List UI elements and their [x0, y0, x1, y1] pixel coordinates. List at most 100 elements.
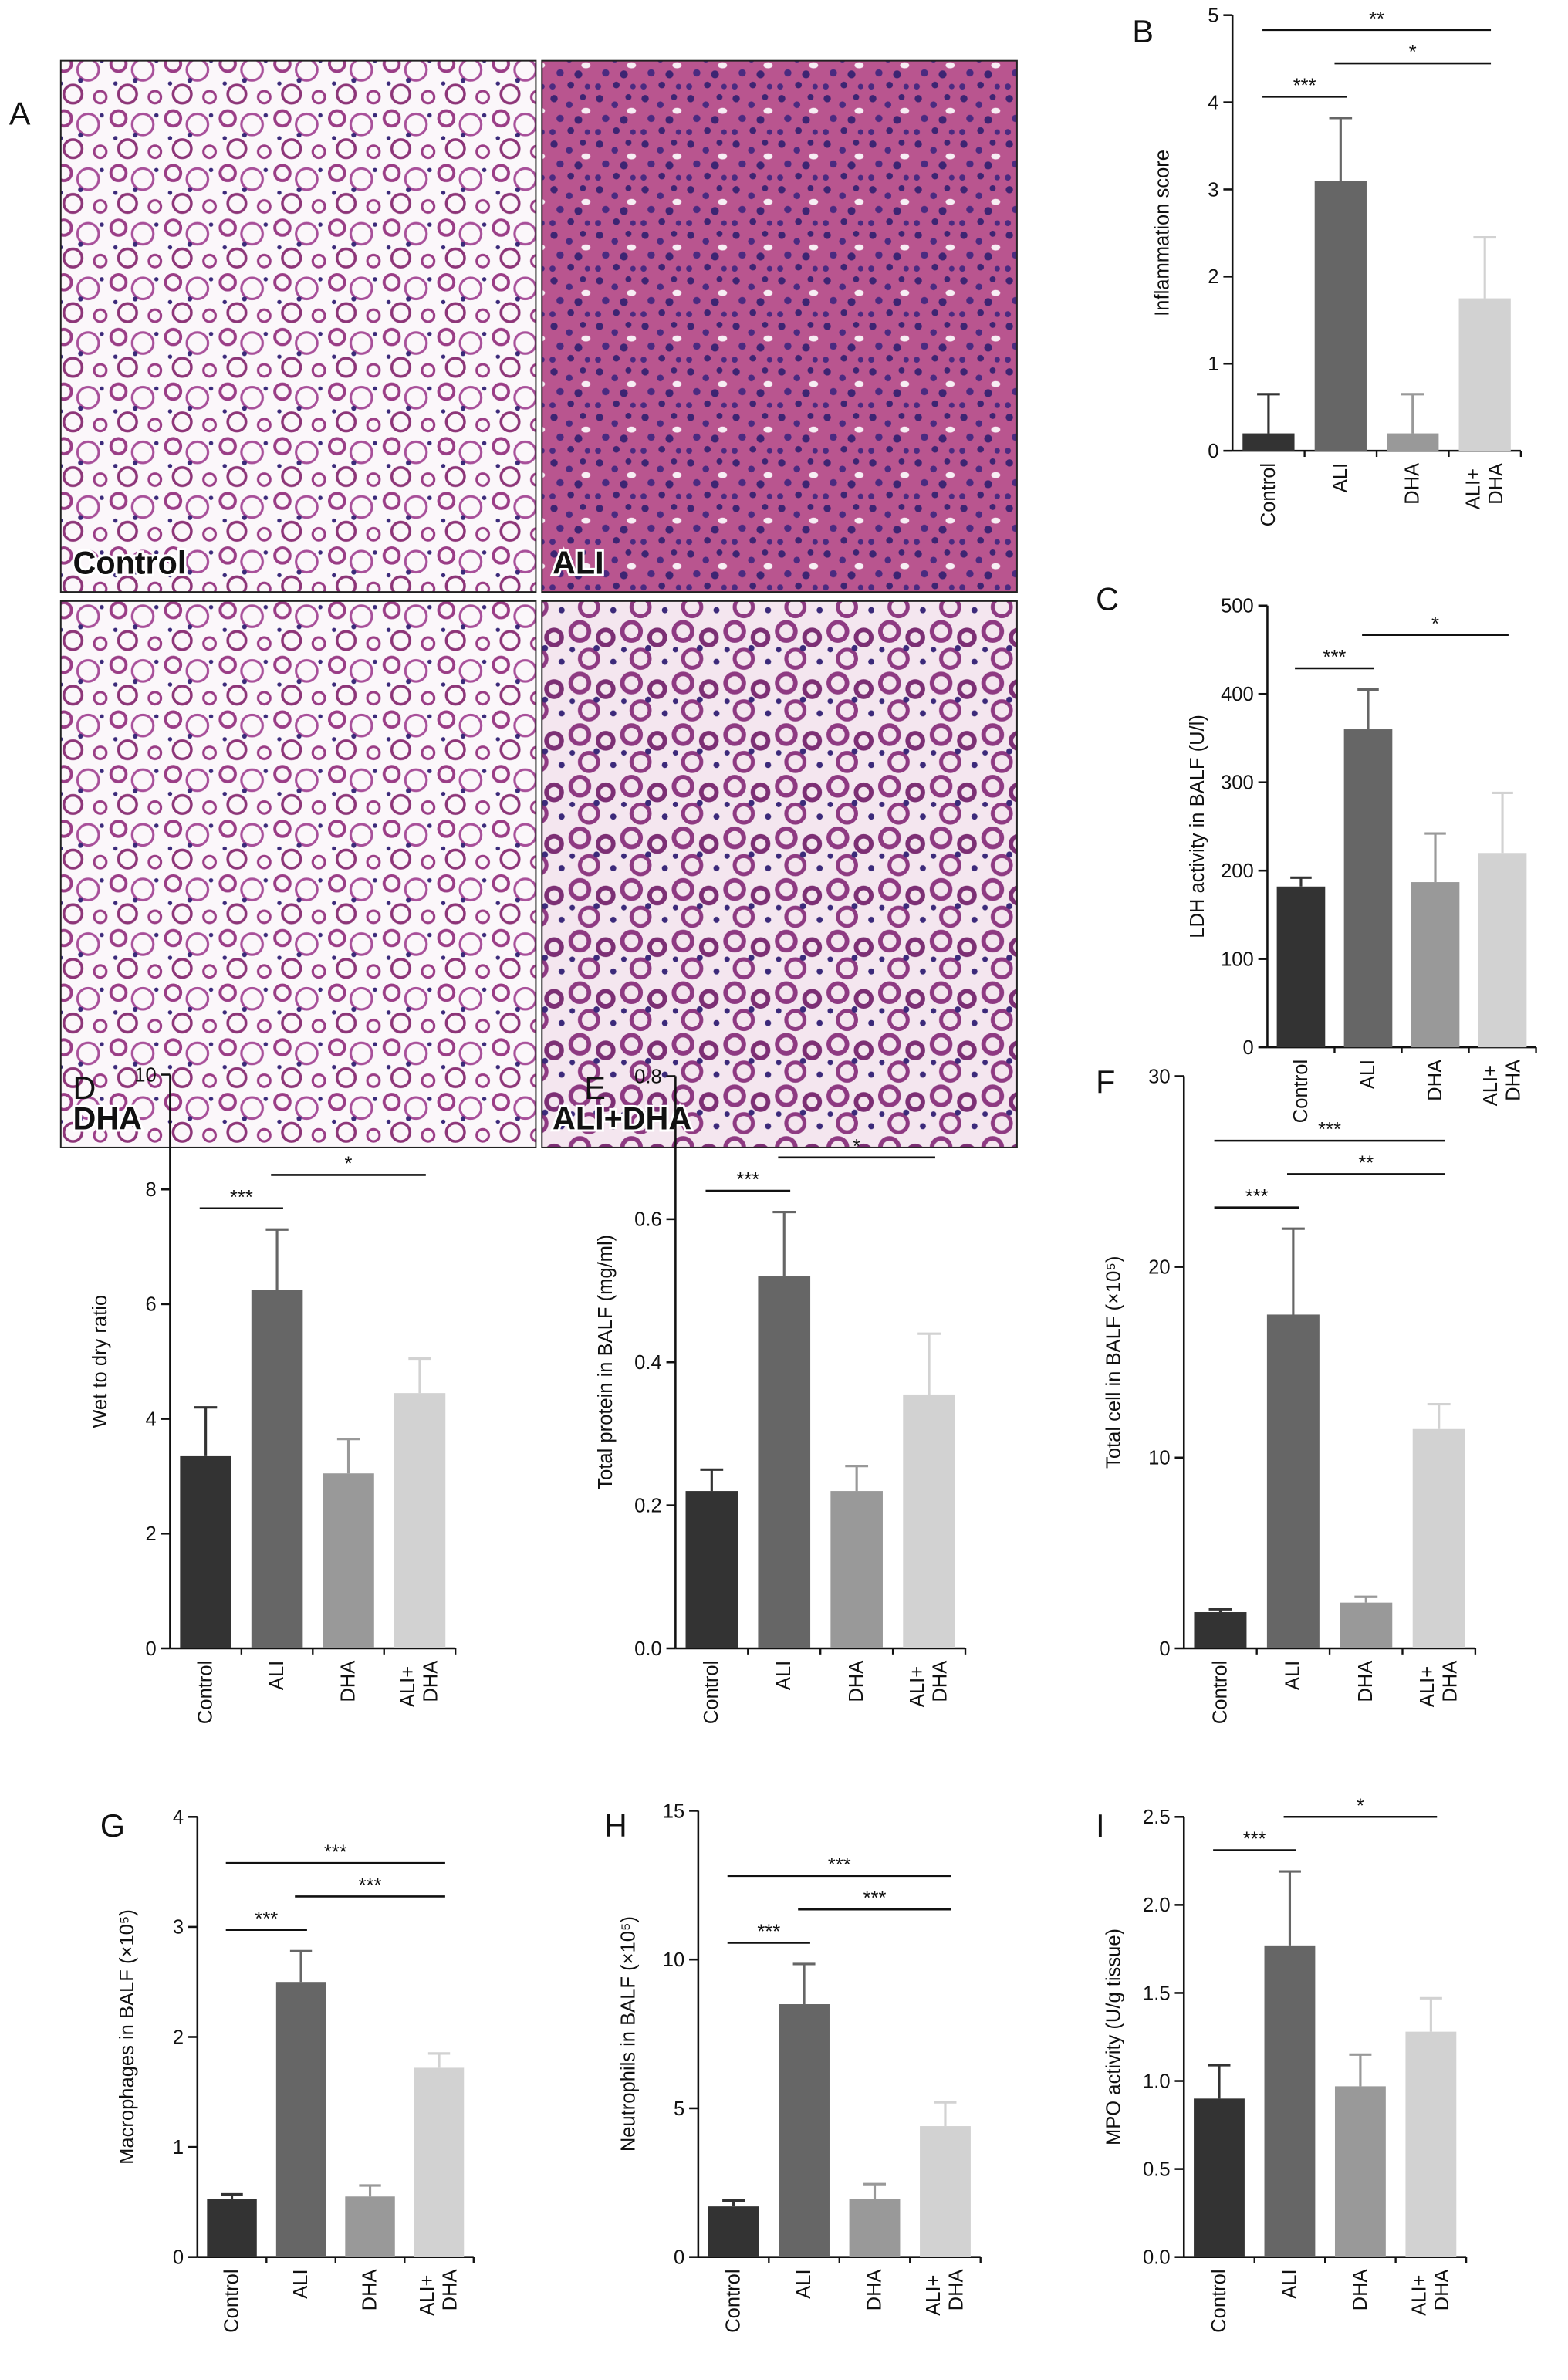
- y-tick-label: 0: [1159, 1638, 1170, 1660]
- error-bar: [863, 2182, 887, 2199]
- y-tick-label: 0: [145, 1638, 156, 1660]
- bar: [1194, 2098, 1245, 2257]
- bar: [323, 1473, 374, 1648]
- panel-label: I: [1096, 1808, 1104, 1844]
- x-tick-label: ALI+ DHA: [1480, 1060, 1525, 1106]
- significance-label: *: [345, 1154, 353, 1175]
- bar: [1314, 181, 1367, 451]
- significance-label: ***: [863, 1888, 887, 1909]
- histology-image: [541, 600, 1018, 1148]
- error-bar: [1208, 2064, 1231, 2099]
- error-bar: [1401, 393, 1424, 434]
- error-bar: [934, 2101, 957, 2127]
- error-bar: [1257, 393, 1280, 434]
- bar: [708, 2206, 759, 2257]
- y-tick-label: 3: [1208, 179, 1218, 201]
- x-tick-label: ALI+ DHA: [397, 1661, 442, 1707]
- y-tick-label: 100: [1221, 948, 1254, 970]
- bar: [903, 1394, 955, 1648]
- y-tick-label: 1.5: [1143, 1983, 1171, 2004]
- y-tick-label: 4: [173, 1807, 184, 1828]
- y-tick-label: 2: [145, 1523, 156, 1545]
- y-tick-label: 30: [1148, 1066, 1170, 1087]
- panel-label: E: [584, 1070, 606, 1106]
- error-bar: [722, 2199, 745, 2207]
- bar: [1387, 433, 1439, 451]
- x-tick-label: ALI: [1330, 463, 1351, 492]
- y-tick-label: 15: [663, 1800, 684, 1822]
- error-bar: [1419, 1996, 1442, 2032]
- x-tick-label: ALI: [1357, 1060, 1379, 1089]
- significance-label: ***: [1318, 1119, 1341, 1141]
- x-tick-label: ALI: [266, 1661, 288, 1690]
- bar: [685, 1491, 738, 1648]
- x-tick-label: Control: [1258, 463, 1279, 526]
- bar: [1340, 1602, 1393, 1648]
- histology-image: [59, 59, 537, 593]
- x-tick-label: DHA: [1424, 1060, 1446, 1101]
- x-tick-label: Control: [1290, 1060, 1312, 1123]
- y-tick-label: 1.0: [1143, 2071, 1171, 2092]
- x-tick-label: Control: [1209, 1661, 1231, 1724]
- x-tick-label: Control: [1208, 2269, 1230, 2332]
- error-bar: [1492, 791, 1513, 854]
- x-tick-label: ALI: [793, 2269, 815, 2298]
- y-tick-label: 0: [1208, 441, 1218, 462]
- panel-label: A: [9, 96, 31, 131]
- x-tick-label: ALI+ DHA: [923, 2269, 968, 2315]
- y-tick-label: 10: [134, 1064, 156, 1086]
- significance-label: **: [1369, 8, 1384, 30]
- error-bar: [427, 2052, 451, 2068]
- significance-label: ***: [1245, 1186, 1269, 1208]
- x-tick-label: DHA: [337, 1661, 359, 1702]
- y-axis-label: Neutrophils in BALF (×10⁵): [617, 1916, 639, 2152]
- x-tick-label: DHA: [863, 2269, 885, 2311]
- y-tick-label: 0: [173, 2247, 184, 2269]
- error-bar: [772, 1211, 796, 1277]
- bar: [920, 2126, 971, 2257]
- significance-label: *: [853, 1136, 860, 1158]
- y-tick-label: 200: [1221, 860, 1254, 882]
- y-tick-label: 0.2: [634, 1495, 662, 1516]
- error-bar: [289, 1949, 313, 1983]
- error-bar: [265, 1228, 289, 1290]
- x-tick-label: ALI+ DHA: [417, 2269, 461, 2315]
- y-axis-label: Inflammation score: [1152, 150, 1174, 316]
- x-tick-label: ALI+ DHA: [1417, 1661, 1462, 1707]
- y-tick-label: 0.5: [1143, 2159, 1171, 2180]
- bar: [1194, 1612, 1247, 1648]
- error-bar: [1329, 117, 1353, 181]
- x-tick-label: ALI+ DHA: [1408, 2269, 1453, 2315]
- significance-label: *: [1431, 614, 1439, 635]
- x-tick-label: DHA: [846, 1661, 867, 1702]
- bar: [275, 1982, 326, 2257]
- y-tick-label: 2: [1208, 266, 1218, 288]
- error-bar: [1473, 235, 1496, 299]
- image-label: Control: [73, 545, 187, 580]
- significance-label: ***: [324, 1841, 347, 1863]
- error-bar: [845, 1465, 869, 1492]
- bar: [414, 2067, 465, 2257]
- significance-label: ***: [1243, 1829, 1266, 1851]
- y-tick-label: 3: [173, 1917, 184, 1939]
- bar: [1478, 853, 1527, 1048]
- error-bar: [1278, 1870, 1301, 1946]
- bar: [1343, 729, 1393, 1048]
- y-tick-label: 6: [145, 1294, 156, 1316]
- x-tick-label: Control: [195, 1661, 217, 1724]
- significance-label: ***: [230, 1187, 253, 1209]
- y-axis-label: Total protein in BALF (mg/ml): [595, 1235, 617, 1490]
- histology-image: [59, 600, 537, 1148]
- error-bar: [194, 1406, 218, 1456]
- y-tick-label: 5: [674, 2098, 684, 2120]
- y-tick-label: 2.5: [1143, 1807, 1171, 1828]
- error-bar: [1357, 688, 1379, 730]
- y-tick-label: 2: [173, 2027, 184, 2048]
- x-tick-label: Control: [722, 2269, 744, 2332]
- y-tick-label: 5: [1208, 5, 1218, 27]
- error-bar: [1424, 832, 1446, 883]
- bar: [180, 1455, 231, 1648]
- bar: [1276, 886, 1326, 1048]
- bar: [849, 2199, 901, 2257]
